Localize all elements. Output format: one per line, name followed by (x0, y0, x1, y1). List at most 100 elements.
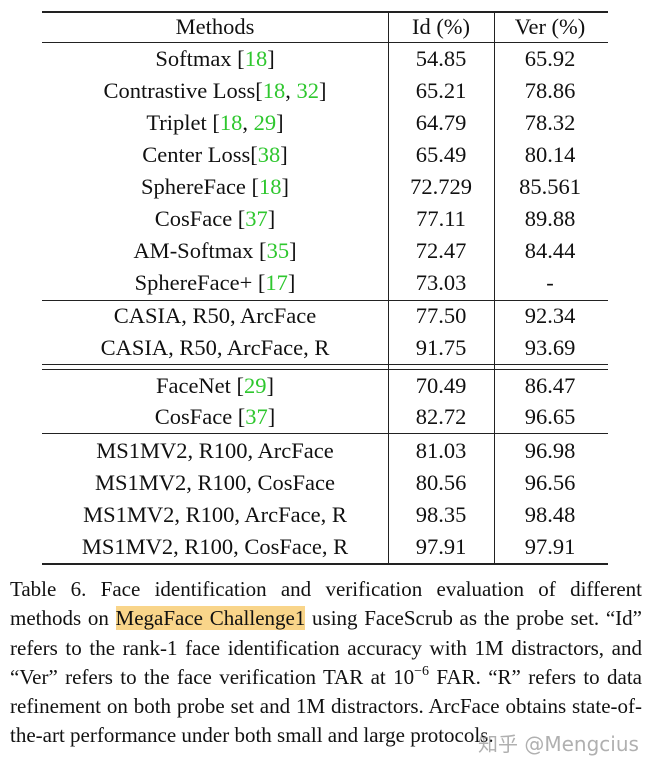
method-text: MS1MV2, R100, CosFace (94, 470, 336, 495)
method-text: Softmax [ (155, 46, 245, 71)
method-text: CosFace [ (154, 404, 246, 429)
rule (42, 42, 608, 44)
method-cell: SphereFace [18] (141, 174, 289, 200)
caption-highlight: MegaFace Challenge1 (115, 606, 306, 631)
id-cell: 64.79 (415, 110, 467, 135)
id-cell: 73.03 (415, 270, 467, 295)
method-cell: Center Loss[38] (142, 142, 288, 168)
rule (42, 11, 608, 13)
id-cell: 91.75 (415, 335, 467, 360)
citation: 29 (253, 110, 277, 135)
ver-cell: 78.32 (524, 110, 576, 135)
method-text: Center Loss[ (142, 142, 258, 167)
ver-cell: 96.56 (524, 470, 576, 495)
table-caption: Table 6. Face identification and verific… (10, 575, 642, 751)
ver-cell: 65.92 (524, 46, 576, 71)
id-cell: 77.50 (415, 303, 467, 328)
method-cell: FaceNet [29] (156, 373, 274, 399)
method-cell: MS1MV2, R100, ArcFace, R (83, 502, 347, 528)
method-cell: MS1MV2, R100, CosFace (95, 470, 335, 496)
method-text: ] (319, 78, 327, 103)
caption-text: Table 6. Face identification and verific… (10, 577, 642, 631)
method-text: MS1MV2, R100, CosFace, R (81, 534, 349, 559)
method-cell: CASIA, R50, ArcFace (114, 303, 316, 329)
citation: 37 (245, 404, 268, 429)
method-text: ] (280, 142, 288, 167)
method-text: ] (281, 174, 290, 199)
citation: 35 (266, 238, 290, 263)
ver-cell: 85.561 (519, 174, 581, 199)
method-cell: MS1MV2, R100, ArcFace (96, 438, 334, 464)
method-cell: Contrastive Loss[18, 32] (103, 78, 326, 104)
ver-cell: 78.86 (524, 78, 576, 103)
citation: 18 (262, 78, 286, 103)
id-cell: 72.729 (410, 174, 472, 199)
id-cell: 65.21 (415, 78, 467, 103)
method-cell: CosFace [37] (155, 404, 276, 430)
rule (42, 563, 608, 565)
citation: 29 (244, 373, 267, 398)
header-cell: Ver (%) (514, 14, 586, 39)
header-cell: Methods (175, 14, 255, 39)
citation: 17 (265, 270, 288, 295)
method-text: AM-Softmax [ (133, 238, 267, 263)
citation: 32 (296, 78, 320, 103)
method-text: , (285, 78, 297, 103)
id-cell: 54.85 (415, 46, 467, 71)
rule (42, 300, 608, 302)
ver-cell: - (546, 270, 554, 295)
method-text: , (242, 110, 254, 135)
id-cell: 70.49 (415, 373, 467, 398)
method-text: CASIA, R50, ArcFace (113, 303, 317, 328)
id-cell: 98.35 (415, 502, 467, 527)
id-cell: 81.03 (415, 438, 467, 463)
rule (388, 11, 390, 564)
rule (494, 11, 496, 564)
id-cell: 77.11 (416, 206, 466, 231)
rule (42, 433, 608, 435)
ver-cell: 98.48 (524, 502, 576, 527)
method-text: CosFace [ (154, 206, 246, 231)
citation: 37 (245, 206, 268, 231)
ver-cell: 97.91 (524, 534, 576, 559)
ver-cell: 93.69 (524, 335, 576, 360)
citation: 18 (259, 174, 282, 199)
method-text: MS1MV2, R100, ArcFace, R (83, 502, 347, 527)
method-text: SphereFace [ (140, 174, 260, 199)
method-text: ] (276, 110, 284, 135)
method-text: ] (287, 270, 296, 295)
method-text: ] (267, 404, 276, 429)
watermark: 知乎 @Mengcius (478, 732, 639, 756)
id-cell: 80.56 (415, 470, 467, 495)
method-cell: AM-Softmax [35] (133, 238, 296, 264)
method-cell: MS1MV2, R100, CosFace, R (82, 534, 348, 560)
method-cell: Triplet [18, 29] (146, 110, 283, 136)
header-cell: Id (%) (411, 14, 471, 39)
caption-text: FAR. “R” refers to data refinement on bo… (10, 664, 642, 748)
method-text: ] (267, 206, 276, 231)
ver-cell: 96.98 (524, 438, 576, 463)
rule (42, 364, 608, 366)
method-text: MS1MV2, R100, ArcFace (96, 438, 334, 463)
rule (42, 369, 608, 371)
citation: 18 (244, 46, 268, 71)
method-cell: CosFace [37] (155, 206, 276, 232)
id-cell: 97.91 (415, 534, 467, 559)
method-text: ] (267, 46, 275, 71)
id-cell: 72.47 (415, 238, 467, 263)
caption-text: using FaceScrub as the probe set. “Id” r… (10, 606, 642, 689)
ver-cell: 92.34 (524, 303, 576, 328)
method-text: SphereFace+ [ (134, 270, 266, 295)
method-text: FaceNet [ (155, 373, 245, 398)
method-cell: Softmax [18] (155, 46, 274, 72)
method-text: ] (266, 373, 275, 398)
id-cell: 82.72 (415, 404, 467, 429)
ver-cell: 89.88 (524, 206, 576, 231)
citation: 18 (219, 110, 243, 135)
ver-cell: 96.65 (524, 404, 576, 429)
method-text: CASIA, R50, ArcFace, R (100, 335, 330, 360)
method-cell: SphereFace+ [17] (135, 270, 296, 296)
ver-cell: 80.14 (524, 142, 576, 167)
ver-cell: 84.44 (524, 238, 576, 263)
